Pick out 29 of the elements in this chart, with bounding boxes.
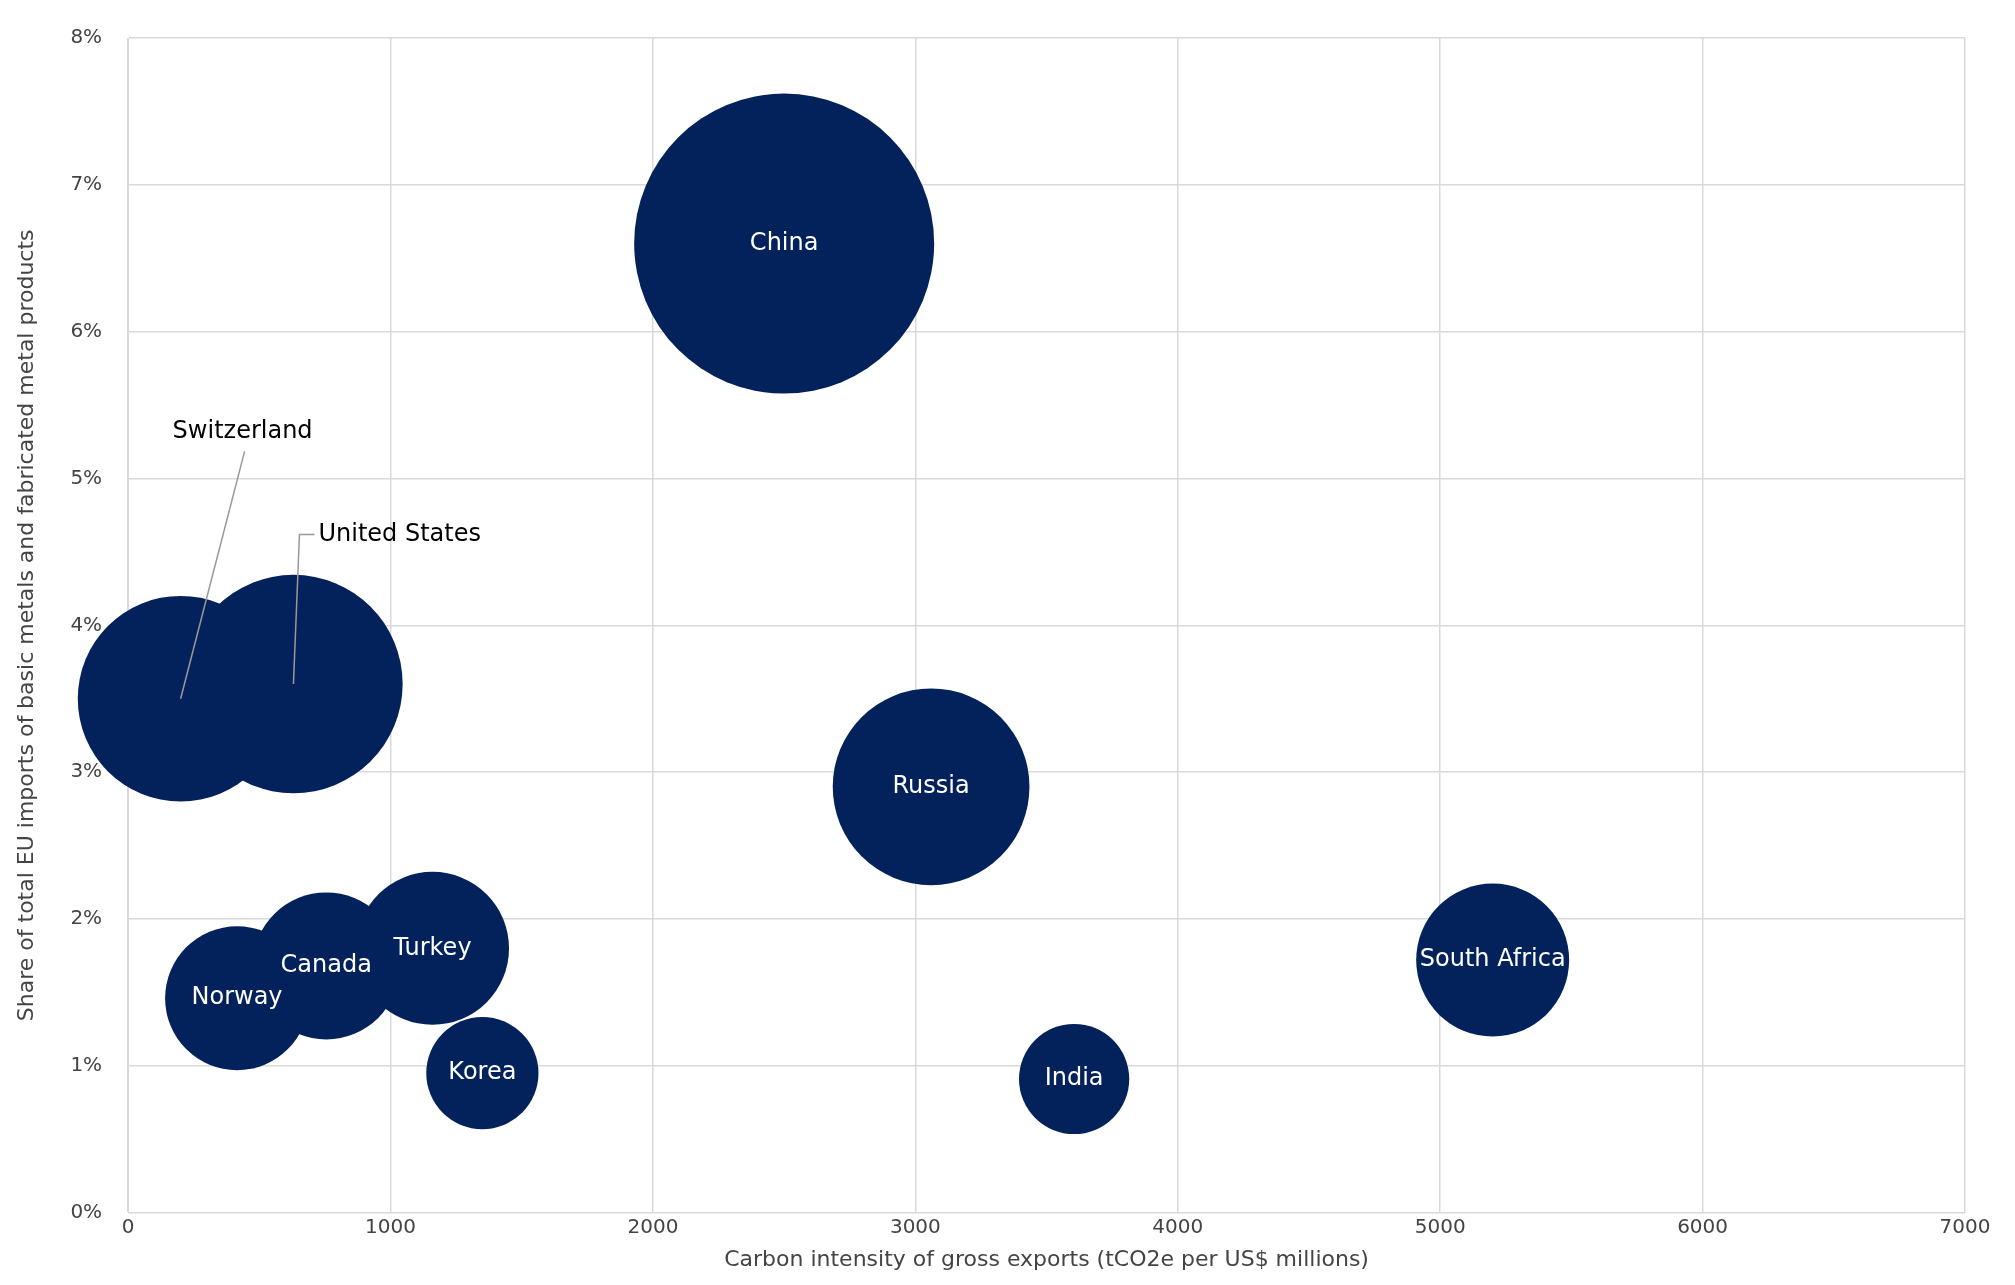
x-tick-label: 6000 [1677, 1213, 1729, 1238]
y-axis-title: Share of total EU imports of basic metals and fabricated metal products [12, 229, 38, 1022]
series-label: India [1044, 1063, 1104, 1092]
series-label: China [749, 227, 819, 256]
series-label: Korea [448, 1057, 517, 1086]
series-label: Russia [892, 771, 970, 800]
x-tick-label: 4000 [1152, 1213, 1204, 1238]
x-tick-label: 0 [121, 1213, 135, 1238]
series-label: South Africa [1419, 944, 1566, 973]
x-tick-label: 3000 [889, 1213, 941, 1238]
y-tick-label: 1% [70, 1051, 103, 1076]
series-label: Turkey [392, 932, 472, 961]
y-tick-label: 3% [70, 758, 103, 783]
y-tick-label: 8% [70, 24, 103, 49]
text: Switzerland [172, 415, 313, 444]
x-tick-label: 5000 [1414, 1213, 1466, 1238]
x-tick-label: 1000 [365, 1213, 416, 1238]
y-tick-label: 2% [70, 905, 103, 930]
x-tick-label: 7000 [1939, 1213, 1991, 1238]
y-tick-label: 7% [70, 171, 103, 196]
series-label: Canada [280, 950, 372, 979]
series-label: Norway [191, 982, 283, 1011]
y-tick-label: 0% [70, 1198, 103, 1223]
y-tick-label: 4% [70, 611, 103, 636]
y-tick-label: 5% [70, 464, 103, 489]
series-label: United States [318, 518, 481, 547]
x-tick-label: 2000 [627, 1213, 679, 1238]
y-tick-label: 6% [70, 317, 103, 342]
x-axis-title: Carbon intensity of gross exports (tCO2e per US$ millions) [724, 1245, 1369, 1271]
